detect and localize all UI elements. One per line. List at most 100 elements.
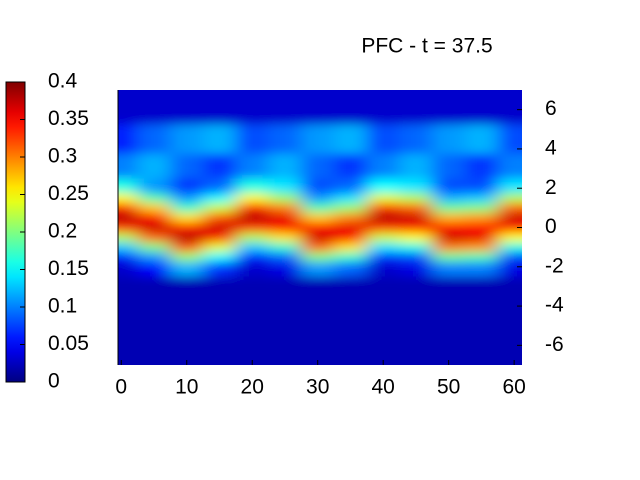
heat-cell: [235, 178, 270, 194]
heat-cell: [334, 124, 368, 155]
heat-cell: [118, 212, 139, 224]
colorbar-tick-label: 0.1: [48, 295, 77, 318]
heat-cell: [432, 124, 466, 155]
heat-cell: [137, 90, 171, 125]
colorbar-tick-label: 0.35: [48, 107, 89, 130]
heat-cell: [235, 261, 270, 278]
heat-cell: [137, 153, 171, 179]
colorbar-tick-label: 0.05: [48, 332, 89, 355]
heat-cell: [268, 276, 302, 302]
heat-cell: [366, 276, 401, 302]
heat-cell: [366, 330, 401, 365]
heat-cell: [366, 222, 401, 233]
heat-cell: [465, 252, 499, 263]
heat-cell: [497, 178, 522, 194]
heat-cell: [497, 202, 522, 214]
heat-cell: [334, 330, 368, 365]
colorbar-tick-label: 0.4: [48, 70, 78, 93]
heat-cell: [170, 153, 204, 179]
y-tick-label: 6: [545, 97, 557, 120]
heat-cell: [203, 222, 237, 233]
colorbar-tick-label: 0.15: [48, 257, 89, 280]
colorbar-tick-label: 0: [48, 370, 60, 393]
heat-cell: [399, 276, 433, 302]
heat-cell: [497, 232, 522, 243]
heat-cell: [203, 90, 237, 125]
heat-cell: [170, 252, 204, 263]
heat-cell: [334, 90, 368, 125]
heat-cell: [118, 242, 139, 253]
heat-cell: [137, 242, 171, 253]
heat-cell: [465, 153, 499, 179]
heat-cell: [118, 330, 139, 365]
heat-cell: [366, 90, 401, 125]
heat-cell: [301, 252, 335, 263]
heat-cell: [235, 153, 270, 179]
heat-cell: [432, 222, 466, 233]
heat-cell: [432, 212, 466, 224]
heat-cell: [301, 276, 335, 302]
heat-cell: [268, 212, 302, 224]
heat-cell: [432, 242, 466, 253]
heat-cell: [170, 330, 204, 365]
heat-cell: [203, 212, 237, 224]
heat-cell: [118, 193, 139, 204]
heat-cell: [203, 124, 237, 155]
heat-cell: [235, 212, 270, 224]
heat-cell: [268, 330, 302, 365]
heat-cell: [118, 261, 139, 278]
heat-cell: [301, 232, 335, 243]
heat-cell: [170, 124, 204, 155]
heat-cell: [334, 178, 368, 194]
heat-cell: [137, 301, 171, 332]
heat-cell: [399, 193, 433, 204]
heat-cell: [497, 261, 522, 278]
heat-cell: [301, 153, 335, 179]
heat-cell: [301, 178, 335, 194]
heat-cell: [432, 261, 466, 278]
heat-cell: [118, 178, 139, 194]
heat-cell: [399, 301, 433, 332]
heat-cell: [301, 301, 335, 332]
heat-cell: [235, 202, 270, 214]
heat-cell: [268, 178, 302, 194]
heat-cell: [301, 222, 335, 233]
heat-cell: [465, 193, 499, 204]
heat-cell: [118, 222, 139, 233]
heat-cell: [366, 153, 401, 179]
heat-cell: [366, 124, 401, 155]
heat-cell: [118, 276, 139, 302]
heat-cell: [118, 124, 139, 155]
heat-cell: [334, 202, 368, 214]
heat-cell: [465, 90, 499, 125]
heat-cell: [334, 252, 368, 263]
heat-cell: [268, 242, 302, 253]
heat-cell: [235, 222, 270, 233]
heat-cell: [432, 301, 466, 332]
heat-cell: [118, 90, 139, 125]
heat-cell: [432, 330, 466, 365]
heat-cell: [432, 193, 466, 204]
heat-cell: [497, 193, 522, 204]
heat-cell: [301, 193, 335, 204]
heat-cell: [137, 222, 171, 233]
heat-cell: [118, 202, 139, 214]
heat-cell: [465, 301, 499, 332]
heat-cell: [301, 261, 335, 278]
heat-cell: [334, 212, 368, 224]
heat-cell: [268, 153, 302, 179]
heat-cell: [497, 124, 522, 155]
heat-cell: [399, 261, 433, 278]
heat-cell: [137, 178, 171, 194]
heat-cell: [203, 301, 237, 332]
heat-cell: [235, 252, 270, 263]
heat-cell: [399, 202, 433, 214]
heat-cell: [432, 232, 466, 243]
heat-cell: [366, 301, 401, 332]
heat-cell: [366, 202, 401, 214]
heat-cell: [137, 232, 171, 243]
heat-cell: [399, 252, 433, 263]
heatmap: [118, 90, 522, 365]
heat-cell: [399, 330, 433, 365]
